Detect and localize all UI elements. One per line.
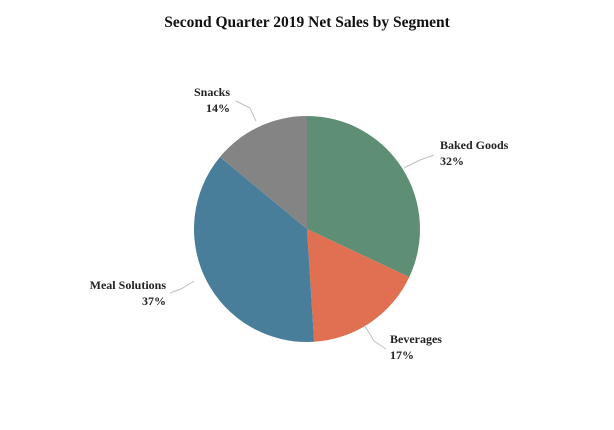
leader-line-snacks — [235, 100, 257, 122]
slice-value-beverages: 17% — [390, 348, 414, 362]
pie-slice-beverages — [307, 229, 410, 342]
chart-title: Second Quarter 2019 Net Sales by Segment — [164, 14, 450, 31]
labels-layer: Baked Goods 32% Beverages 17% Meal Solutions… — [90, 85, 509, 362]
slice-label-snacks: Snacks — [194, 85, 230, 99]
slice-value-snacks: 14% — [206, 101, 230, 115]
pie-slice-meal-solutions — [193, 156, 315, 343]
pie-slice-snacks — [219, 115, 307, 229]
slice-label-beverages: Beverages — [390, 332, 442, 346]
pie-slice-baked-goods — [307, 116, 421, 278]
leader-lines-layer — [169, 100, 435, 350]
slices-layer — [193, 115, 421, 343]
slice-label-baked-goods: Baked Goods — [440, 138, 509, 152]
leader-line-baked-goods — [403, 154, 435, 169]
leader-line-beverages — [364, 325, 387, 350]
leader-line-meal-solutions — [169, 280, 195, 294]
slice-value-baked-goods: 32% — [440, 154, 464, 168]
slice-label-meal-solutions: Meal Solutions — [90, 278, 167, 292]
slice-value-meal-solutions: 37% — [142, 294, 166, 308]
